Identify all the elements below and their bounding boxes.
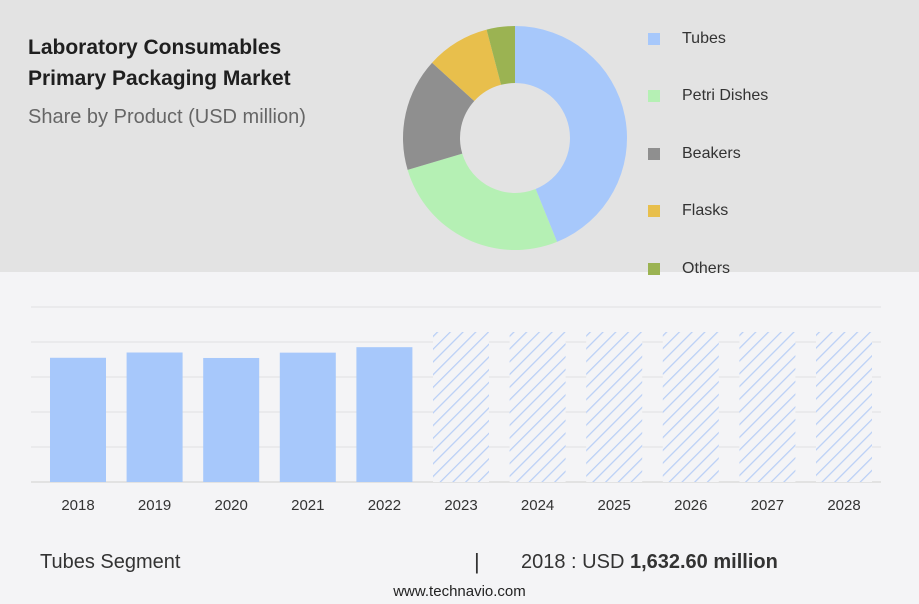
x-tick-label: 2023 [444,497,477,514]
x-tick-label: 2021 [291,497,324,514]
x-tick-label: 2022 [368,497,401,514]
footer-separator: | [474,549,480,574]
website-link[interactable]: www.technavio.com [393,583,526,600]
bar-2022 [356,347,413,482]
x-tick-label: 2025 [598,497,631,514]
x-tick-label: 2020 [215,497,248,514]
forecast-bar-2028 [816,332,872,482]
x-tick-label: 2024 [521,497,554,514]
x-tick-label: 2026 [674,497,707,514]
bar-2020 [203,357,260,482]
legend-item: Tubes [648,10,768,68]
legend-item: Petri Dishes [648,68,768,126]
legend-label: Tubes [682,29,726,47]
segment-value-amount: 1,632.60 million [629,551,778,573]
legend-swatch [648,205,660,218]
legend-item: Beakers [648,125,768,183]
forecast-bar-2024 [509,332,566,482]
segment-value: 2018 : USD 1,632.60 million [521,551,778,574]
chart-subtitle: Share by Product (USD million) [28,106,306,128]
forecast-bar-2023 [433,332,489,482]
x-tick-label: 2019 [138,497,171,514]
donut-slice-others [486,26,515,85]
donut-legend: Tubes Petri Dishes Beakers Flasks Others [648,10,768,298]
legend-swatch [648,147,660,160]
legend-label: Flasks [682,202,729,220]
legend-swatch [648,90,660,103]
donut-slice-beakers [403,62,475,170]
x-tick-label: 2028 [827,497,860,514]
donut-slice-flasks [432,29,502,102]
bar-2021 [279,352,336,482]
bar-marks [50,332,872,482]
legend-item: Others [648,240,768,298]
x-tick-label: 2018 [61,497,94,514]
x-tick-label: 2027 [751,497,784,514]
bar-2018 [50,357,106,482]
legend-swatch [648,262,660,275]
donut-chart [403,26,628,251]
legend-label: Petri Dishes [682,87,769,105]
title-line-2: Primary Packaging Market [28,67,291,90]
forecast-bar-2027 [739,332,796,482]
donut-slice-petri-dishes [407,153,558,251]
segment-label: Tubes Segment [40,551,181,573]
bar-2019 [126,352,183,482]
title-line-1: Laboratory Consumables [28,36,282,59]
legend-swatch [648,32,660,45]
donut-slice-tubes [515,26,628,242]
forecast-bar-2026 [662,332,719,482]
legend-label: Others [682,259,731,277]
legend-label: Beakers [682,144,741,162]
bar-tick-labels: 2018 2019 2020 2021 2022 2023 2024 2025 2026 2027… [61,497,860,514]
legend-item: Flasks [648,183,768,241]
segment-year-text: 2018 : USD [521,551,625,573]
chart-title: Laboratory Consumables Primary Packaging… [28,32,291,94]
forecast-bar-2025 [586,332,643,482]
bar-chart: 2018 2019 2020 2021 2022 2023 2024 2025 2026 2027… [31,306,881,514]
